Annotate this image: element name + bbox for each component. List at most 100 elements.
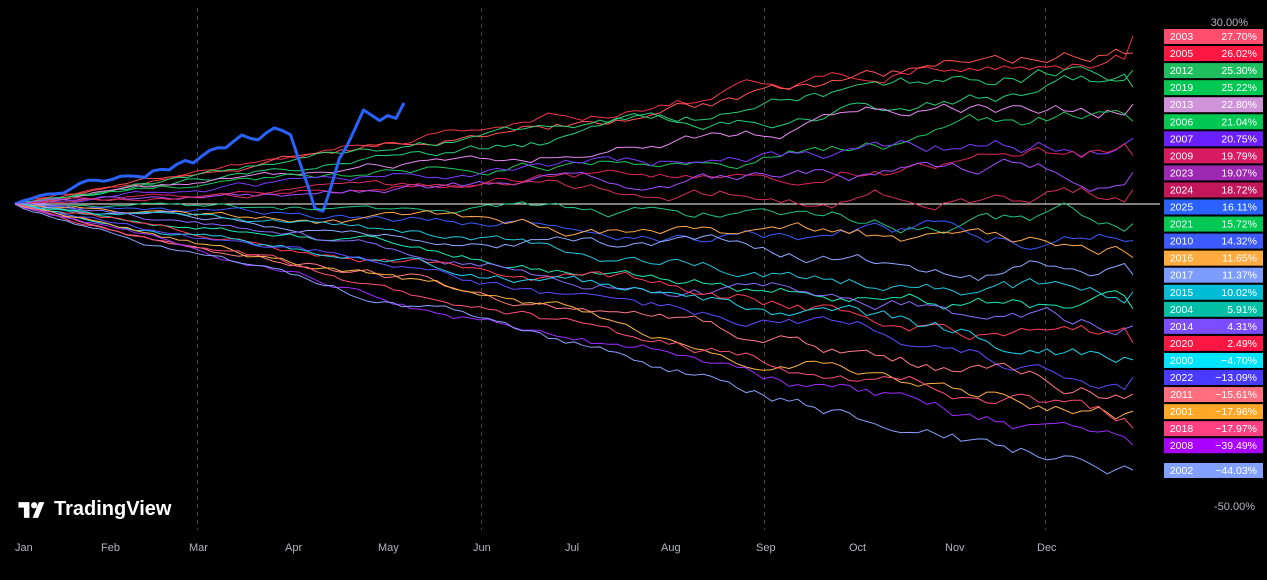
legend-year-box bbox=[1164, 284, 1199, 300]
legend-value-label: −15.61% bbox=[1215, 389, 1257, 401]
legend-value-label: −17.97% bbox=[1215, 423, 1257, 435]
legend-year-box bbox=[1164, 182, 1199, 198]
legend-value-box bbox=[1199, 301, 1263, 317]
legend-value-label: −17.96% bbox=[1215, 406, 1257, 418]
legend-tag-2013[interactable]: 2013 22.80% bbox=[1164, 97, 1263, 113]
series-line-2013 bbox=[14, 103, 1134, 206]
legend-year-label: 2006 bbox=[1170, 116, 1194, 128]
legend-year-box bbox=[1164, 29, 1199, 44]
series-line-2020 bbox=[14, 203, 1134, 344]
legend-value-box bbox=[1199, 404, 1263, 420]
legend-year-box bbox=[1164, 438, 1199, 454]
legend-tag-2014[interactable]: 2014 4.31% bbox=[1164, 318, 1263, 334]
legend-value-label: 19.79% bbox=[1221, 150, 1257, 162]
legend-tag-2023[interactable]: 2023 19.07% bbox=[1164, 165, 1263, 181]
legend-year-label: 2001 bbox=[1170, 406, 1194, 418]
x-tick-label: Feb bbox=[101, 542, 120, 554]
x-tick-label: Sep bbox=[756, 542, 776, 554]
legend-value-box bbox=[1199, 438, 1263, 454]
x-tick-label: Jul bbox=[565, 542, 579, 554]
legend-tag-2000[interactable]: 2000 −4.70% bbox=[1164, 352, 1263, 368]
legend-value-label: −4.70% bbox=[1221, 355, 1257, 367]
legend-year-box bbox=[1164, 148, 1199, 164]
legend-year-label: 2025 bbox=[1170, 202, 1194, 214]
legend-year-label: 2014 bbox=[1170, 321, 1194, 333]
legend-value-label: 18.72% bbox=[1221, 184, 1257, 196]
series-line-2003 bbox=[14, 35, 1134, 205]
legend-year-label: 2020 bbox=[1170, 338, 1194, 350]
legend-year-box bbox=[1164, 301, 1199, 317]
legend-value-label: 11.65% bbox=[1222, 253, 1257, 265]
y-tick-label: -50.00% bbox=[1214, 501, 1255, 513]
series-line-2016 bbox=[14, 203, 1134, 259]
series-line-2001 bbox=[14, 203, 1134, 420]
legend-tag-2025[interactable]: 2025 16.11% bbox=[1164, 199, 1263, 215]
series-line-2019 bbox=[14, 73, 1134, 205]
legend-value-label: 25.22% bbox=[1221, 82, 1257, 94]
x-tick-label: Jan bbox=[15, 542, 33, 554]
series-line-2018 bbox=[14, 203, 1134, 429]
legend-year-label: 2007 bbox=[1170, 133, 1194, 145]
legend-tag-2005[interactable]: 2005 26.02% bbox=[1164, 46, 1263, 62]
legend-value-label: −44.03% bbox=[1215, 465, 1257, 477]
legend-year-box bbox=[1164, 267, 1199, 283]
legend-tag-2016[interactable]: 2016 11.65% bbox=[1164, 250, 1263, 266]
legend-tag-2020[interactable]: 2020 2.49% bbox=[1164, 335, 1263, 351]
legend-year-box bbox=[1164, 97, 1199, 113]
series-line-2017 bbox=[14, 203, 1134, 281]
legend-tag-2007[interactable]: 2007 20.75% bbox=[1164, 131, 1263, 147]
legend-value-label: 26.02% bbox=[1221, 48, 1257, 60]
series-line-2014 bbox=[14, 202, 1134, 336]
legend-value-label: 2.49% bbox=[1227, 338, 1257, 350]
legend-tag-2006[interactable]: 2006 21.04% bbox=[1164, 114, 1263, 130]
legend-year-label: 2023 bbox=[1170, 167, 1194, 179]
legend-year-box bbox=[1164, 250, 1199, 266]
legend-value-label: 16.11% bbox=[1222, 202, 1257, 214]
legend-tag-2008[interactable]: 2008 −39.49% bbox=[1164, 438, 1263, 454]
legend-year-label: 2012 bbox=[1170, 65, 1194, 77]
legend-tag-2011[interactable]: 2011 −15.61% bbox=[1164, 387, 1263, 403]
legend-value-box bbox=[1199, 387, 1263, 403]
legend-value-label: 20.75% bbox=[1221, 133, 1257, 145]
legend-tag-2018[interactable]: 2018 −17.97% bbox=[1164, 421, 1263, 437]
legend-tag-2003[interactable]: 2003 27.70% bbox=[1164, 29, 1263, 44]
legend-tag-2017[interactable]: 2017 11.37% bbox=[1164, 267, 1263, 283]
legend-tag-2009[interactable]: 2009 19.79% bbox=[1164, 148, 1263, 164]
legend-year-label: 2003 bbox=[1170, 31, 1194, 43]
legend-value-box bbox=[1199, 46, 1263, 62]
legend-value-box bbox=[1199, 131, 1263, 147]
legend-year-label: 2021 bbox=[1170, 219, 1194, 231]
legend-tag-2019[interactable]: 2019 25.22% bbox=[1164, 80, 1263, 96]
legend-tag-2002[interactable]: 2002 −44.03% bbox=[1164, 463, 1263, 478]
legend-year-label: 2018 bbox=[1170, 423, 1194, 435]
legend-tag-2024[interactable]: 2024 18.72% bbox=[1164, 182, 1263, 198]
series-line-2004 bbox=[14, 203, 1134, 310]
legend-tag-2022[interactable]: 2022 −13.09% bbox=[1164, 370, 1263, 385]
series-line-2024 bbox=[14, 179, 1134, 211]
series-line-2009 bbox=[14, 143, 1134, 205]
legend-tag-2012[interactable]: 2012 25.30% bbox=[1164, 63, 1263, 79]
legend-year-box bbox=[1164, 199, 1199, 215]
legend-value-label: −13.09% bbox=[1215, 372, 1257, 384]
series-line-2002 bbox=[14, 203, 1134, 475]
legend-value-box bbox=[1199, 233, 1263, 249]
legend-value-box bbox=[1199, 250, 1263, 266]
legend-year-label: 2002 bbox=[1170, 465, 1194, 477]
legend-value-label: −39.49% bbox=[1215, 440, 1257, 452]
legend-value-box bbox=[1199, 148, 1263, 164]
legend-tag-2015[interactable]: 2015 10.02% bbox=[1164, 284, 1263, 300]
legend-value-box bbox=[1199, 97, 1263, 113]
legend-tag-2021[interactable]: 2021 15.72% bbox=[1164, 216, 1263, 232]
legend-tag-2001[interactable]: 2001 −17.96% bbox=[1164, 404, 1263, 420]
legend-tag-2010[interactable]: 2010 14.32% bbox=[1164, 233, 1263, 249]
legend-value-label: 21.04% bbox=[1221, 116, 1257, 128]
x-tick-label: Jun bbox=[473, 542, 491, 554]
legend-year-box bbox=[1164, 63, 1199, 79]
series-line-2023 bbox=[14, 158, 1134, 205]
legend-value-box bbox=[1199, 114, 1263, 130]
legend-tag-2004[interactable]: 2004 5.91% bbox=[1164, 301, 1263, 317]
legend-year-box bbox=[1164, 404, 1199, 420]
legend-value-label: 15.72% bbox=[1221, 219, 1257, 231]
